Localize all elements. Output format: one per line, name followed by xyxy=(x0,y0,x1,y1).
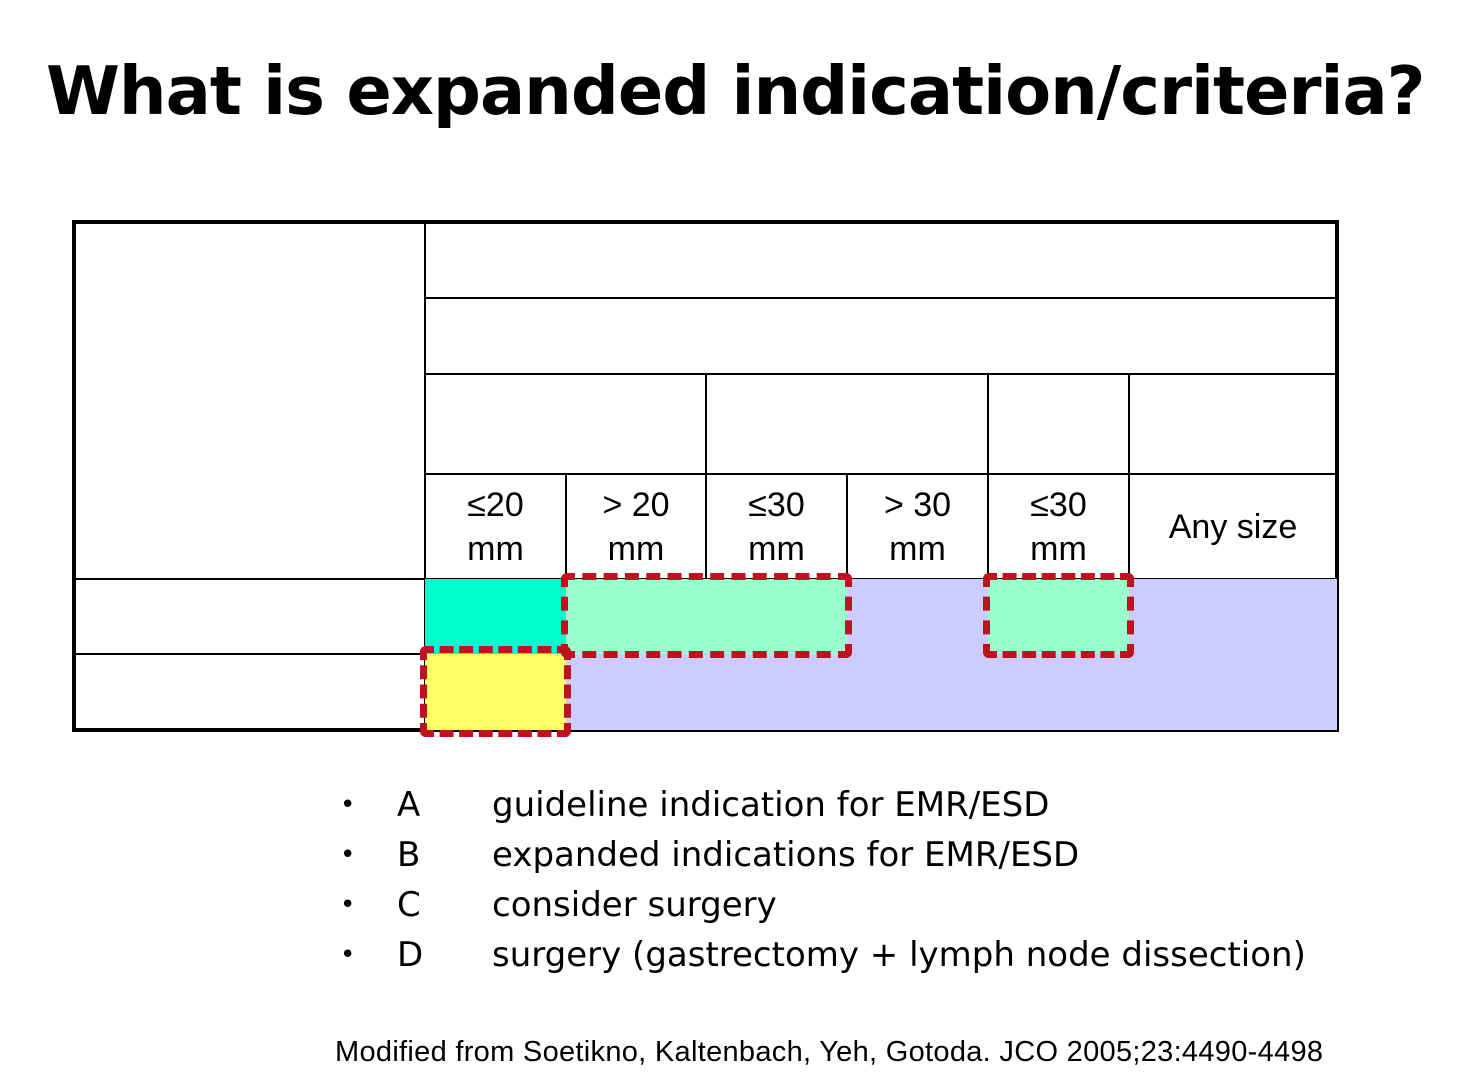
grade-cell-d xyxy=(566,654,706,730)
size-header: Any size xyxy=(1129,474,1337,579)
grade-cell-b1 xyxy=(566,579,706,654)
size-header-line: mm xyxy=(467,529,524,568)
grade-cell-d xyxy=(847,654,988,730)
grade-cell-d xyxy=(706,654,847,730)
slide-title: What is expanded indication/criteria? xyxy=(46,52,1426,130)
sm1-header xyxy=(988,374,1129,474)
grade-cell-b3 xyxy=(988,579,1129,654)
legend-description: expanded indications for EMR/ESD xyxy=(492,835,1080,875)
ulcerated-header xyxy=(706,374,988,474)
grade-cell-a xyxy=(425,579,566,654)
grade-cell-d xyxy=(1129,579,1337,654)
bullet-icon: • xyxy=(340,840,356,870)
sm-cancer-header xyxy=(988,298,1337,374)
sm2-header xyxy=(1129,374,1337,474)
legend-code: C xyxy=(397,885,421,925)
legend-description: guideline indication for EMR/ESD xyxy=(492,785,1050,825)
size-header: ≤30 mm xyxy=(988,474,1129,579)
citation: Modified from Soetikno, Kaltenbach, Yeh,… xyxy=(335,1036,1324,1068)
size-header-line: ≤20 xyxy=(467,485,524,524)
m-cancer-header xyxy=(425,298,988,374)
grade-cell-d xyxy=(847,579,988,654)
grade-cell-b2 xyxy=(706,579,847,654)
size-header-line: ≤30 xyxy=(1030,485,1087,524)
legend-code: B xyxy=(397,835,421,875)
size-header-line: mm xyxy=(1030,529,1087,568)
bullet-icon: • xyxy=(340,890,356,920)
grade-cell-c xyxy=(425,654,566,730)
legend-description: consider surgery xyxy=(492,885,777,925)
size-header: > 30 mm xyxy=(847,474,988,579)
grade-cell-d xyxy=(1129,654,1337,730)
row-label-differentiated xyxy=(72,579,425,654)
depth-header xyxy=(425,220,1337,298)
histology-header xyxy=(72,220,425,579)
bullet-icon: • xyxy=(340,790,356,820)
grade-cell-d xyxy=(988,654,1129,730)
size-header: ≤20 mm xyxy=(425,474,566,579)
legend-code: D xyxy=(397,935,424,975)
size-header-line: mm xyxy=(748,529,805,568)
size-header-line: > 30 xyxy=(883,485,952,524)
size-header-line: Any size xyxy=(1168,507,1298,546)
size-header: > 20 mm xyxy=(566,474,706,579)
legend-code: A xyxy=(397,785,421,825)
legend-description: surgery (gastrectomy + lymph node dissec… xyxy=(492,935,1306,975)
size-header: ≤30 mm xyxy=(706,474,847,579)
indication-table: ≤20 mm > 20 mm ≤30 mm > 30 mm ≤30 mm Any size xyxy=(72,220,1339,737)
row-label-undifferentiated xyxy=(72,654,425,730)
size-header-line: mm xyxy=(889,529,946,568)
size-header-line: ≤30 xyxy=(748,485,805,524)
size-header-line: mm xyxy=(607,529,665,568)
bullet-icon: • xyxy=(340,940,356,970)
no-ulceration-header xyxy=(425,374,706,474)
size-header-line: > 20 xyxy=(602,485,670,524)
